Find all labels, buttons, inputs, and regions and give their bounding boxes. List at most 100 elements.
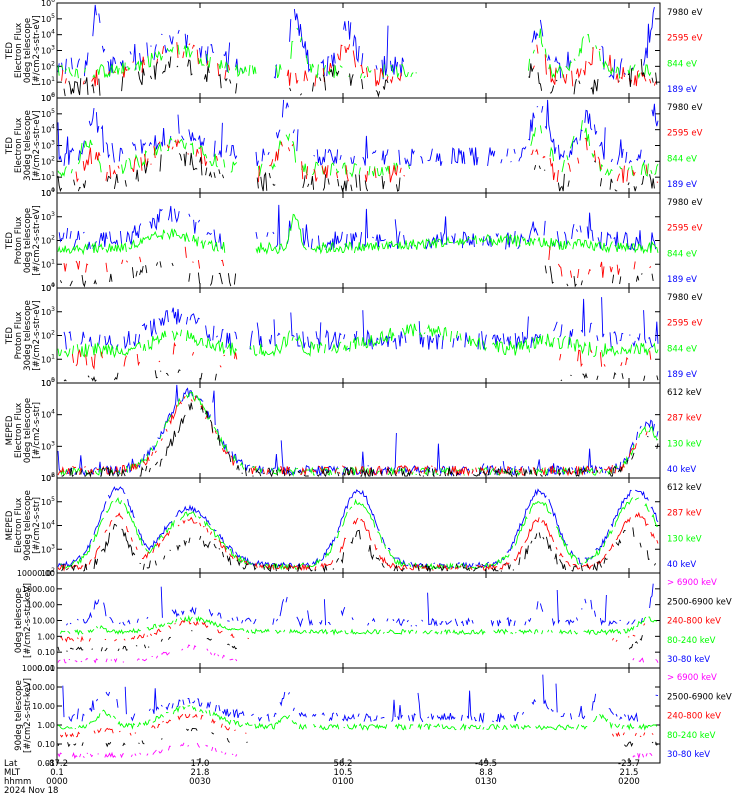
legend-entry: 2595 eV (667, 319, 703, 329)
legend-entry: 287 keV (667, 414, 702, 424)
legend-entry: > 6900 keV (667, 673, 717, 683)
series-black (63, 369, 659, 382)
series-red (60, 713, 654, 738)
series-red (57, 511, 659, 572)
y-tick-label: 10000.00 (17, 569, 55, 578)
series-green (57, 323, 659, 359)
y-axis-label: TED (5, 231, 15, 250)
legend-entry: 40 keV (667, 560, 696, 570)
series-black (63, 56, 658, 98)
y-tick-label: 101 (41, 353, 55, 364)
y-tick-label: 100.00 (27, 601, 55, 610)
series-green (57, 120, 659, 178)
panel-frame (56, 667, 661, 764)
y-tick-label: 0.01 (37, 664, 55, 673)
y-tick-label: 105 (41, 13, 55, 24)
y-tick-label: 102 (41, 330, 55, 341)
y-tick-label: 0.10 (37, 648, 55, 657)
footer-mlt: 0.1 (50, 768, 64, 778)
y-tick-label: 101 (41, 258, 55, 269)
legend-entry: 189 eV (667, 180, 697, 190)
y-axis-label: MEPED (5, 510, 15, 540)
y-tick-label: 1.00 (37, 632, 55, 641)
series-blue (57, 99, 659, 167)
legend-entry: 40 keV (667, 465, 696, 475)
y-tick-label: 10.00 (32, 617, 55, 626)
legend-entry: 7980 eV (667, 198, 703, 208)
y-tick-label: 104 (41, 187, 55, 198)
y-tick-label: 10.00 (32, 702, 55, 711)
footer-hhmm: 0100 (332, 777, 354, 787)
y-axis-label: TED (5, 326, 15, 345)
legend-entry: 7980 eV (667, 8, 703, 18)
y-axis-label: [#/cm2-s-str-keV] (23, 583, 33, 658)
series-green (57, 213, 659, 256)
series-black (58, 631, 656, 652)
y-axis-label: 0deg telescope (23, 208, 33, 273)
y-axis-label: MEPED (5, 415, 15, 445)
panel-frame (56, 572, 661, 669)
y-axis-label: Electron Flux (14, 118, 24, 173)
y-tick-label: 104 (41, 409, 55, 420)
legend-entry: 612 keV (667, 388, 702, 398)
series-red (64, 247, 656, 278)
y-axis-label: 0deg telescope (23, 398, 33, 463)
y-tick-label: 0.01 (37, 759, 55, 768)
series-black (59, 261, 654, 288)
footer-mlt: 10.5 (334, 768, 353, 778)
y-axis-label: [#/cm2-s-str-eV] (32, 205, 42, 275)
panel-2: 100 101 102 103 104 105 106 TED Electron Flux 30d… (5, 92, 703, 198)
y-tick-label: 100.00 (27, 683, 55, 692)
y-axis-label: Electron Flux (14, 23, 24, 78)
y-tick-label: 100 (41, 282, 55, 293)
series-magenta (57, 742, 653, 760)
legend-entry: 80-240 keV (667, 731, 716, 741)
series-blue (59, 205, 658, 250)
legend-entry: 240-800 keV (667, 617, 721, 627)
legend-entry: 844 eV (667, 154, 697, 164)
series-blue (62, 674, 659, 724)
footer-lat: 56.2 (334, 759, 353, 769)
series-blue (57, 486, 659, 570)
legend-entry: > 6900 keV (667, 578, 717, 588)
panel-6: 102 103 104 105 106 MEPED Electron Flux 90deg t… (5, 472, 702, 578)
y-tick-label: 106 (41, 0, 55, 8)
legend-entry: 2500-6900 keV (667, 692, 732, 702)
y-tick-label: 103 (41, 45, 55, 56)
footer-row-label: Lat (4, 759, 18, 769)
y-axis-label: 30deg telescope (23, 300, 33, 371)
y-tick-label: 102 (41, 235, 55, 246)
y-axis-label: Proton Flux (14, 312, 24, 360)
y-tick-label: 1000.00 (22, 664, 55, 673)
series-blue (57, 384, 659, 477)
footer-hhmm: 0130 (475, 777, 497, 787)
series-red (75, 137, 659, 183)
y-tick-label: 102 (41, 567, 55, 578)
footer-row-label: MLT (4, 768, 21, 778)
series-black (61, 523, 656, 573)
y-tick-label: 103 (41, 306, 55, 317)
legend-entry: 2595 eV (667, 34, 703, 44)
y-tick-label: 100 (41, 377, 55, 388)
legend-entry: 30-80 keV (667, 655, 710, 665)
y-axis-label: TED (5, 136, 15, 155)
y-tick-label: 104 (41, 124, 55, 135)
y-tick-label: 100 (41, 187, 55, 198)
y-tick-label: 1.00 (37, 721, 55, 730)
legend-entry: 189 eV (667, 370, 697, 380)
footer-lat: -23.7 (618, 759, 640, 769)
y-tick-label: 101 (41, 76, 55, 87)
series-red (60, 621, 658, 642)
footer-hhmm: 0000 (46, 777, 68, 787)
legend-entry: 189 eV (667, 275, 697, 285)
y-axis-label: [#/cm2-s-str-keV] (23, 678, 33, 753)
y-axis-label: Proton Flux (14, 217, 24, 265)
series-red (71, 341, 652, 371)
y-axis-label: [#/cm2-s-str-eV] (32, 300, 42, 370)
y-tick-label: 105 (41, 377, 55, 388)
y-tick-label: 0.10 (37, 740, 55, 749)
footer-lat: 17.0 (191, 759, 210, 769)
series-green (59, 391, 659, 477)
y-tick-label: 106 (41, 472, 55, 483)
